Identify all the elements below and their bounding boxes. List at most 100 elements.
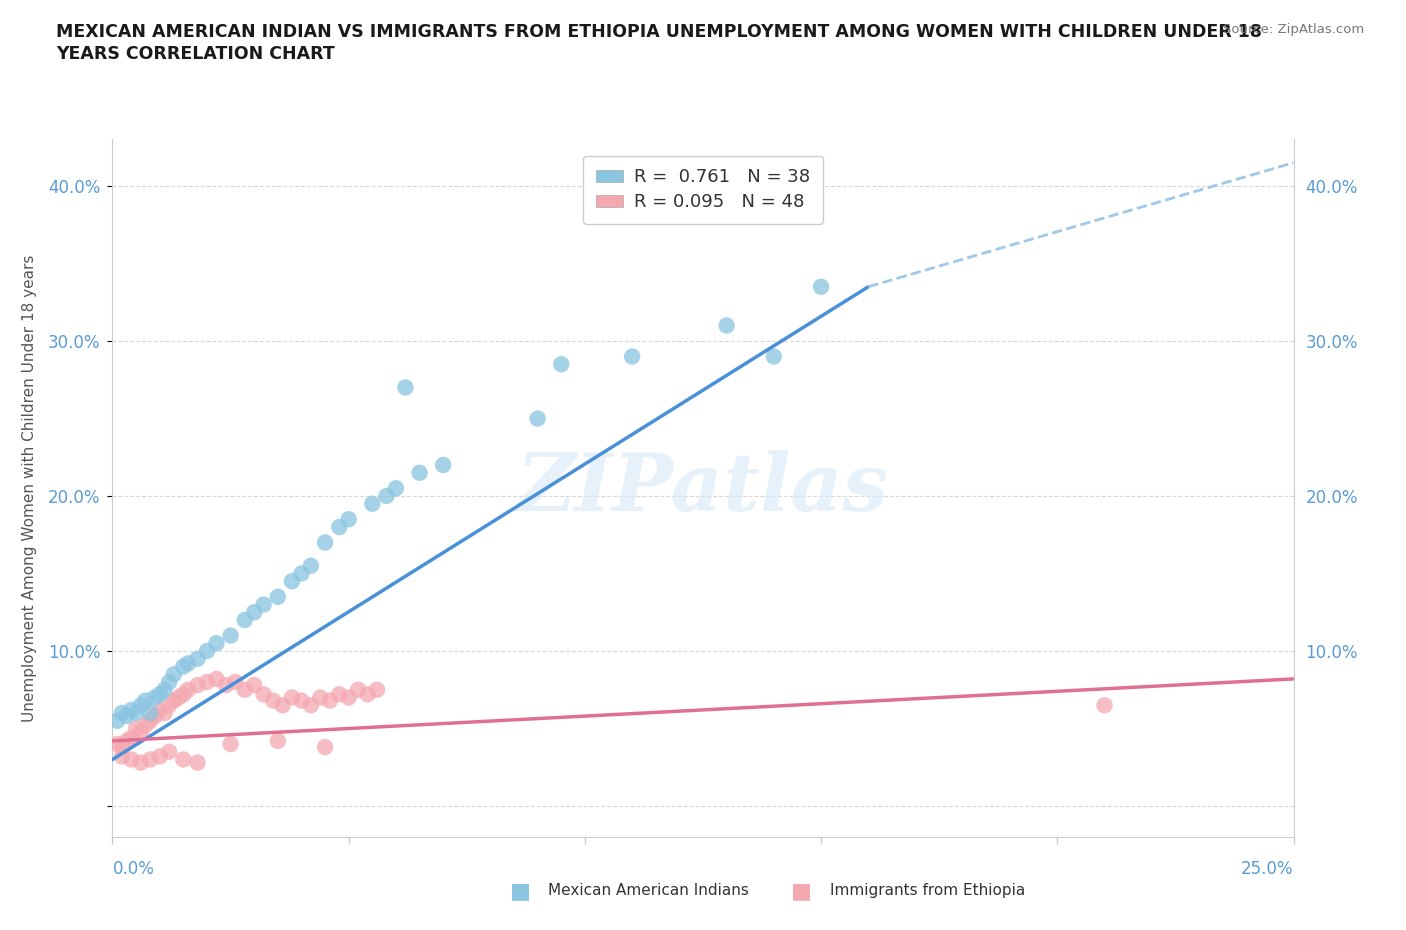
Text: ZIPatlas: ZIPatlas	[517, 449, 889, 527]
Point	[281, 690, 304, 705]
Text: Mexican American Indians: Mexican American Indians	[548, 884, 749, 898]
Point	[120, 702, 142, 717]
Point	[157, 744, 180, 759]
Legend: R =  0.761   N = 38, R = 0.095   N = 48: R = 0.761 N = 38, R = 0.095 N = 48	[583, 155, 823, 224]
Point	[375, 488, 398, 503]
Point	[243, 678, 266, 693]
Point	[105, 713, 128, 728]
Point	[186, 651, 208, 666]
Point	[267, 734, 290, 749]
Point	[163, 667, 186, 682]
Point	[366, 683, 388, 698]
Y-axis label: Unemployment Among Women with Children Under 18 years: Unemployment Among Women with Children U…	[22, 255, 37, 722]
Point	[172, 687, 194, 702]
Point	[408, 465, 430, 480]
Text: ■: ■	[510, 881, 530, 901]
Point	[205, 671, 228, 686]
Point	[115, 709, 138, 724]
Point	[111, 739, 134, 754]
Point	[267, 590, 290, 604]
Point	[290, 566, 312, 581]
Point	[762, 349, 785, 364]
Point	[177, 683, 200, 698]
Point	[163, 693, 186, 708]
Point	[153, 706, 176, 721]
Point	[432, 458, 454, 472]
Point	[526, 411, 548, 426]
Point	[356, 687, 378, 702]
Point	[139, 713, 162, 728]
Point	[337, 512, 360, 526]
Point	[120, 730, 142, 745]
Text: Immigrants from Ethiopia: Immigrants from Ethiopia	[830, 884, 1025, 898]
Point	[111, 706, 134, 721]
Point	[253, 597, 276, 612]
Point	[385, 481, 408, 496]
Point	[299, 698, 322, 712]
Point	[716, 318, 738, 333]
Point	[215, 678, 238, 693]
Point	[111, 749, 134, 764]
Point	[550, 357, 572, 372]
Point	[314, 535, 336, 550]
Point	[347, 683, 370, 698]
Point	[271, 698, 294, 712]
Point	[129, 724, 152, 739]
Point	[337, 690, 360, 705]
Point	[621, 349, 644, 364]
Point	[177, 656, 200, 671]
Point	[233, 613, 256, 628]
Point	[125, 706, 148, 721]
Point	[125, 721, 148, 736]
Point	[172, 752, 194, 767]
Point	[172, 659, 194, 674]
Point	[1094, 698, 1116, 712]
Point	[115, 734, 138, 749]
Point	[243, 604, 266, 619]
Text: 25.0%: 25.0%	[1241, 860, 1294, 878]
Text: MEXICAN AMERICAN INDIAN VS IMMIGRANTS FROM ETHIOPIA UNEMPLOYMENT AMONG WOMEN WIT: MEXICAN AMERICAN INDIAN VS IMMIGRANTS FR…	[56, 23, 1263, 41]
Point	[328, 520, 350, 535]
Point	[361, 497, 384, 512]
Point	[262, 693, 284, 708]
Point	[224, 674, 246, 689]
Point	[394, 380, 416, 395]
Point	[139, 706, 162, 721]
Point	[219, 628, 242, 643]
Point	[143, 709, 166, 724]
Point	[167, 690, 190, 705]
Point	[129, 698, 152, 712]
Point	[149, 749, 172, 764]
Point	[205, 636, 228, 651]
Point	[157, 698, 180, 712]
Point	[328, 687, 350, 702]
Point	[299, 558, 322, 573]
Point	[135, 693, 157, 708]
Point	[157, 674, 180, 689]
Point	[149, 687, 172, 702]
Point	[129, 755, 152, 770]
Point	[120, 752, 142, 767]
Text: 0.0%: 0.0%	[112, 860, 155, 878]
Point	[153, 683, 176, 698]
Text: Source: ZipAtlas.com: Source: ZipAtlas.com	[1223, 23, 1364, 36]
Point	[309, 690, 332, 705]
Point	[314, 739, 336, 754]
Point	[149, 702, 172, 717]
Point	[105, 737, 128, 751]
Point	[135, 718, 157, 733]
Point	[219, 737, 242, 751]
Point	[281, 574, 304, 589]
Point	[810, 279, 832, 294]
Point	[186, 755, 208, 770]
Point	[319, 693, 342, 708]
Point	[290, 693, 312, 708]
Point	[143, 690, 166, 705]
Point	[195, 644, 218, 658]
Point	[195, 674, 218, 689]
Text: ■: ■	[792, 881, 811, 901]
Text: YEARS CORRELATION CHART: YEARS CORRELATION CHART	[56, 45, 335, 62]
Point	[253, 687, 276, 702]
Point	[233, 683, 256, 698]
Point	[186, 678, 208, 693]
